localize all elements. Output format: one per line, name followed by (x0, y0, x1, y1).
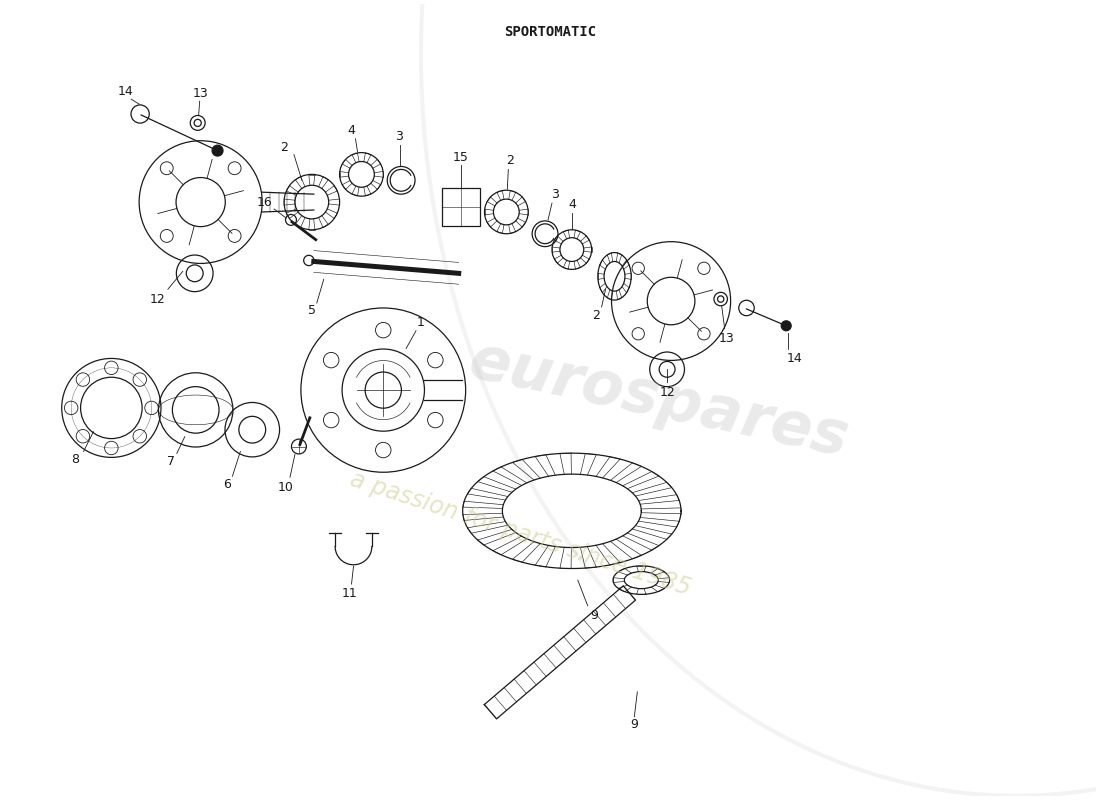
Text: 4: 4 (568, 198, 575, 210)
Text: 9: 9 (591, 610, 598, 622)
Text: 8: 8 (72, 453, 79, 466)
Text: 12: 12 (150, 293, 166, 306)
Text: 5: 5 (308, 305, 316, 318)
Text: 14: 14 (786, 352, 802, 365)
Text: 16: 16 (256, 195, 272, 209)
Text: 3: 3 (395, 130, 403, 143)
Circle shape (739, 300, 755, 316)
Text: 15: 15 (453, 151, 469, 164)
Bar (442, 188, 480, 226)
Circle shape (131, 105, 150, 123)
Text: 6: 6 (223, 478, 231, 490)
Text: 11: 11 (342, 587, 358, 601)
Text: 14: 14 (118, 85, 133, 98)
Text: 3: 3 (551, 188, 559, 201)
Text: 2: 2 (592, 310, 600, 322)
Text: 2: 2 (506, 154, 514, 167)
Text: 13: 13 (718, 332, 735, 345)
Text: 1: 1 (417, 316, 425, 330)
Text: 4: 4 (348, 124, 355, 138)
Text: 10: 10 (278, 481, 294, 494)
Text: 7: 7 (167, 455, 175, 468)
Circle shape (212, 145, 223, 156)
Circle shape (781, 321, 791, 330)
Text: SPORTOMATIC: SPORTOMATIC (504, 25, 596, 39)
Text: 12: 12 (659, 386, 675, 398)
Text: a passion for parts since 1985: a passion for parts since 1985 (346, 467, 694, 600)
Text: 13: 13 (192, 86, 209, 100)
Text: 9: 9 (630, 718, 638, 731)
Text: eurospares: eurospares (464, 331, 855, 469)
Text: 2: 2 (280, 141, 288, 154)
Polygon shape (484, 586, 636, 719)
